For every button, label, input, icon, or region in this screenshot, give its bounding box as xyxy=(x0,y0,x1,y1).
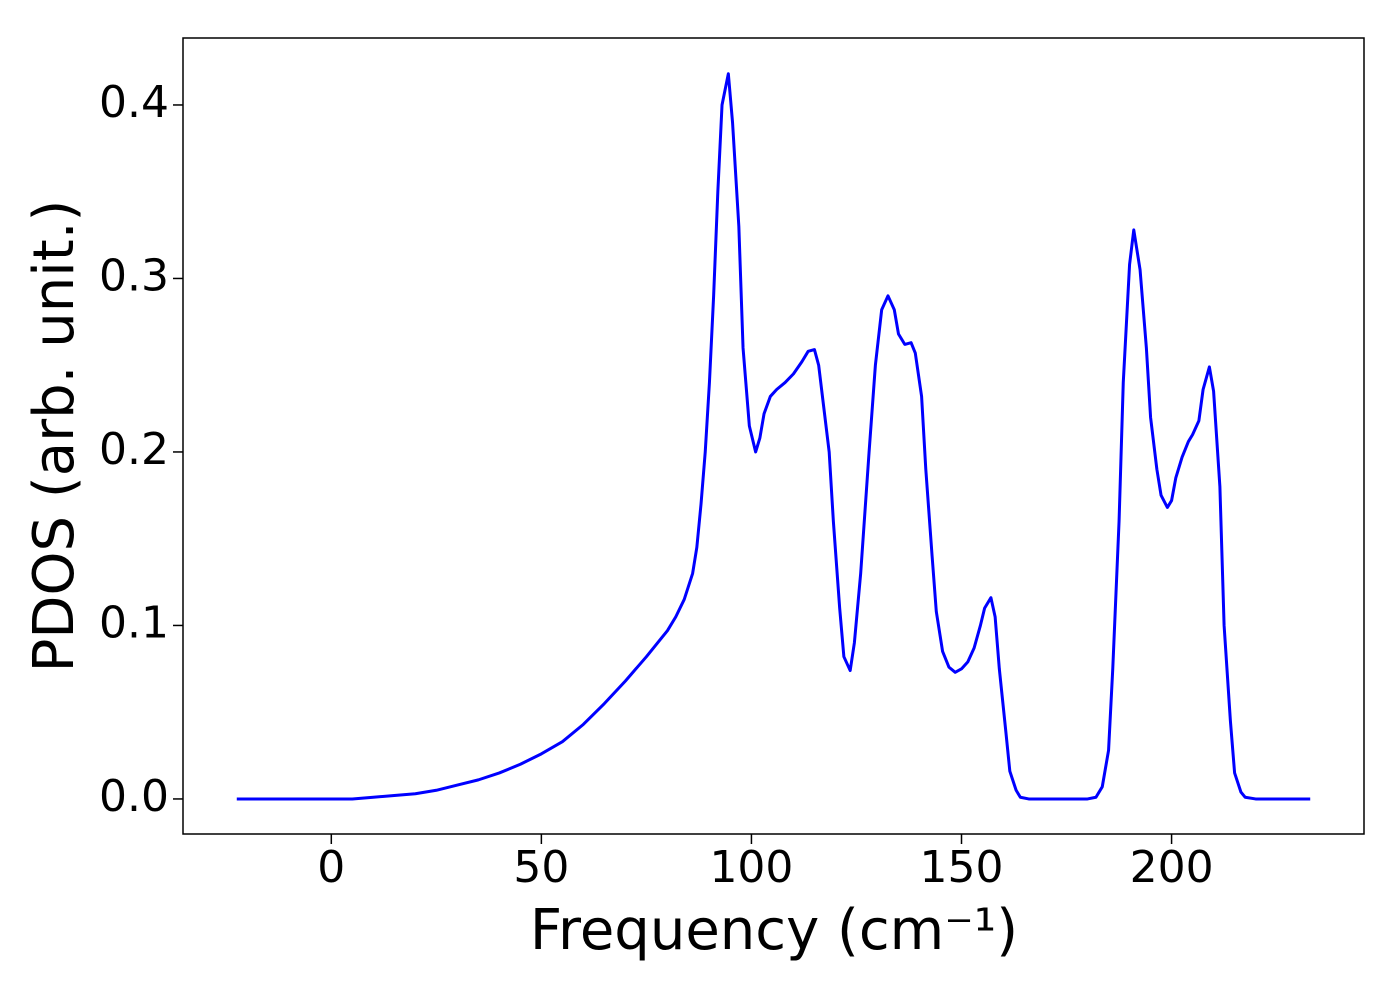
x-tick-label: 50 xyxy=(513,842,569,893)
y-axis-label: PDOS (arb. unit.) xyxy=(22,200,87,673)
y-tick-label: 0.0 xyxy=(99,771,169,822)
data-line xyxy=(236,72,1311,801)
x-tick-label: 0 xyxy=(317,842,345,893)
y-tick-label: 0.3 xyxy=(99,250,169,301)
x-tick-label: 100 xyxy=(709,842,793,893)
x-tick-label: 150 xyxy=(920,842,1004,893)
y-tick-label: 0.2 xyxy=(99,424,169,475)
x-axis-label: Frequency (cm⁻¹) xyxy=(530,898,1018,963)
y-tick-label: 0.1 xyxy=(99,597,169,648)
y-tick-label: 0.4 xyxy=(99,77,169,128)
plot-frame xyxy=(182,37,1365,835)
x-tick-label: 200 xyxy=(1130,842,1214,893)
